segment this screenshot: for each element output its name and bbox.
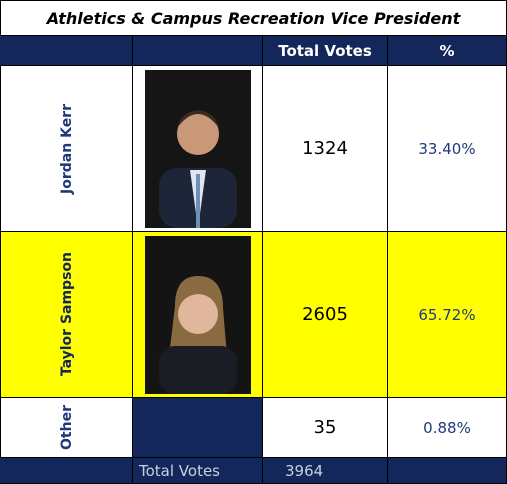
photo-cell <box>133 66 263 232</box>
footer-cell <box>0 458 133 484</box>
candidate-name: Other <box>58 405 75 450</box>
title: Athletics & Campus Recreation Vice Presi… <box>0 0 507 36</box>
header-cell: % <box>388 36 507 66</box>
candidate-name: Jordan Kerr <box>58 103 75 194</box>
percent: 65.72% <box>388 232 507 398</box>
name-cell: Other <box>0 398 133 458</box>
name-cell: Jordan Kerr <box>0 66 133 232</box>
header-cell <box>0 36 133 66</box>
votes: 1324 <box>263 66 388 232</box>
photo <box>144 235 251 394</box>
votes: 35 <box>263 398 388 458</box>
candidate-name: Taylor Sampson <box>58 252 75 377</box>
footer-total: 3964 <box>263 458 388 484</box>
footer-label: Total Votes <box>133 458 263 484</box>
votes: 2605 <box>263 232 388 398</box>
header-cell: Total Votes <box>263 36 388 66</box>
name-cell: Taylor Sampson <box>0 232 133 398</box>
photo-cell <box>133 232 263 398</box>
percent: 0.88% <box>388 398 507 458</box>
header-cell <box>133 36 263 66</box>
photo <box>144 69 251 228</box>
footer-cell <box>388 458 507 484</box>
photo-cell <box>133 398 263 458</box>
percent: 33.40% <box>388 66 507 232</box>
